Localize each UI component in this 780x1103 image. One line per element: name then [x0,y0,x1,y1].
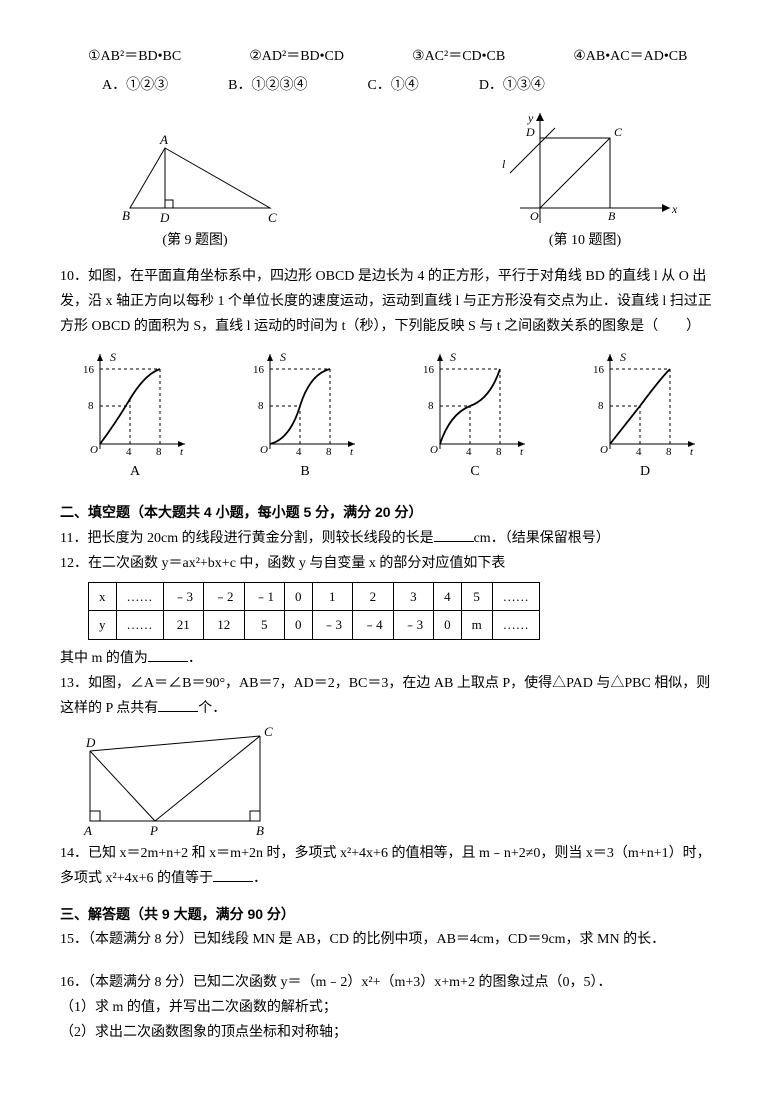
table-row: x……﹣3﹣2﹣1012345…… [89,582,540,610]
q11-blank[interactable] [434,527,474,542]
table-row: y……211250﹣3﹣4﹣30m…… [89,611,540,639]
opt-d-label: D [590,459,700,484]
svg-text:8: 8 [496,446,502,458]
q14: 14．已知 x＝2m+n+2 和 x＝m+2n 时，多项式 x²+4x+6 的值… [60,841,720,891]
svg-text:D: D [525,125,535,139]
svg-text:B: B [256,823,264,838]
q9-choices: A．①②③ B．①②③④ C．①④ D．①③④ [102,73,720,98]
svg-text:8: 8 [598,400,604,412]
q13-suffix: 个． [198,701,226,716]
svg-text:O: O [90,444,98,456]
svg-text:S: S [110,350,116,364]
fig-q9-caption: (第 9 题图) [100,228,290,253]
q10-opt-a: O 4 8 t 8 16 S A [80,349,190,484]
q13: 13．如图，∠A＝∠B＝90°，AB＝7，AD＝2，BC＝3，在边 AB 上取点… [60,671,720,721]
svg-text:4: 4 [126,446,132,458]
q13-blank[interactable] [158,697,198,712]
trapezoid-icon: D C A P B [60,721,300,841]
fig-q9: A B D C (第 9 题图) [100,128,290,253]
svg-text:16: 16 [253,364,265,376]
q10-opt-d: O 4 8 t 8 16 S D [590,349,700,484]
svg-text:8: 8 [326,446,332,458]
svg-text:C: C [264,724,273,739]
svg-text:x: x [671,202,678,216]
svg-text:4: 4 [636,446,642,458]
section3-title: 三、解答题（共 9 大题，满分 90 分） [60,902,720,927]
svg-text:B: B [608,209,616,223]
svg-text:S: S [620,350,626,364]
svg-text:4: 4 [296,446,302,458]
svg-text:8: 8 [666,446,672,458]
q9-stem-3: ③AC²＝CD•CB [384,44,505,69]
triangle-icon: A B D C [100,128,290,228]
q14-text: 14．已知 x＝2m+n+2 和 x＝m+2n 时，多项式 x²+4x+6 的值… [60,846,711,886]
svg-text:8: 8 [428,400,434,412]
svg-text:O: O [600,444,608,456]
q11-text: 11．把长度为 20cm 的线段进行黄金分割，则较长线段的长是 [60,531,434,546]
q12-table: x……﹣3﹣2﹣1012345…… y……211250﹣3﹣4﹣30m…… [88,582,540,640]
q10-opt-b: O 4 8 t 8 16 S B [250,349,360,484]
svg-text:8: 8 [258,400,264,412]
svg-text:O: O [430,444,438,456]
svg-text:t: t [690,446,694,458]
svg-text:A: A [159,132,168,147]
svg-text:S: S [450,350,456,364]
q11-suffix: cm．（结果保留根号） [474,531,610,546]
q16-1: （1）求 m 的值，并写出二次函数的解析式； [60,995,720,1020]
q12-blank[interactable] [148,647,188,662]
svg-text:A: A [83,823,92,838]
svg-text:O: O [530,209,539,223]
q10-options: O 4 8 t 8 16 S A O 4 8 t 8 16 S B [80,349,700,484]
graph-b-icon: O 4 8 t 8 16 S [250,349,360,459]
q13-figure: D C A P B [60,721,720,841]
svg-text:16: 16 [423,364,435,376]
q9-choice-a: A．①②③ [102,73,168,98]
q9-stem-2: ②AD²＝BD•CD [221,44,344,69]
q12b: 其中 m 的值为． [60,646,720,671]
svg-text:y: y [527,111,534,125]
q9-choice-c: C．①④ [367,73,418,98]
svg-text:16: 16 [83,364,95,376]
figures-9-10: A B D C (第 9 题图) O B x y D C l (第 10 题图) [100,108,680,253]
svg-text:l: l [502,157,506,171]
svg-text:t: t [180,446,184,458]
q14-blank[interactable] [213,867,253,882]
q9-choice-d: D．①③④ [479,73,545,98]
q9-stem-4: ④AB•AC＝AD•CB [545,44,687,69]
svg-text:C: C [268,210,277,225]
fig-q10-caption: (第 10 题图) [490,228,680,253]
svg-text:8: 8 [156,446,162,458]
fig-q10: O B x y D C l (第 10 题图) [490,108,680,253]
svg-text:O: O [260,444,268,456]
svg-text:t: t [520,446,524,458]
svg-text:P: P [149,823,158,838]
svg-text:S: S [280,350,286,364]
svg-text:D: D [159,210,170,225]
q10-opt-c: O 4 8 t 8 16 S C [420,349,530,484]
coord-square-icon: O B x y D C l [490,108,680,228]
opt-b-label: B [250,459,360,484]
svg-text:16: 16 [593,364,605,376]
svg-text:4: 4 [466,446,472,458]
q9-stem-1: ①AB²＝BD•BC [60,44,181,69]
q10-text: 10．如图，在平面直角坐标系中，四边形 OBCD 是边长为 4 的正方形，平行于… [60,264,720,340]
q12a: 12．在二次函数 y＝ax²+bx+c 中，函数 y 与自变量 x 的部分对应值… [60,551,720,576]
q16: 16．（本题满分 8 分）已知二次函数 y＝（m﹣2）x²+（m+3）x+m+2… [60,970,720,995]
opt-c-label: C [420,459,530,484]
q9-choice-b: B．①②③④ [228,73,307,98]
graph-d-icon: O 4 8 t 8 16 S [590,349,700,459]
opt-a-label: A [80,459,190,484]
graph-a-icon: O 4 8 t 8 16 S [80,349,190,459]
q16-2: （2）求出二次函数图象的顶点坐标和对称轴； [60,1020,720,1045]
q11: 11．把长度为 20cm 的线段进行黄金分割，则较长线段的长是 cm．（结果保留根… [60,526,720,551]
svg-text:C: C [614,125,623,139]
svg-text:B: B [122,208,130,223]
svg-text:t: t [350,446,354,458]
q15: 15．（本题满分 8 分）已知线段 MN 是 AB，CD 的比例中项，AB＝4c… [60,927,720,952]
graph-c-icon: O 4 8 t 8 16 S [420,349,530,459]
q9-stem-row: ①AB²＝BD•BC ②AD²＝BD•CD ③AC²＝CD•CB ④AB•AC＝… [60,44,720,69]
svg-text:8: 8 [88,400,94,412]
section2-title: 二、填空题（本大题共 4 小题，每小题 5 分，满分 20 分） [60,500,720,525]
svg-text:D: D [85,735,96,750]
